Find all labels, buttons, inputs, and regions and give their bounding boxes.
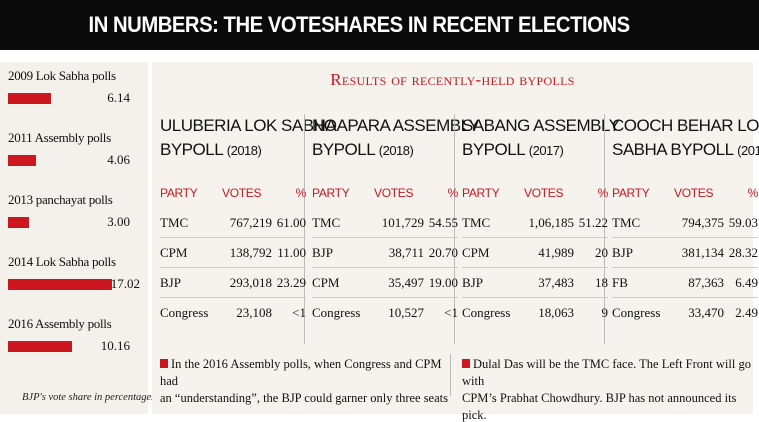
voteshare-bar <box>8 155 36 166</box>
column-divider <box>604 114 605 344</box>
voteshare-bar <box>8 93 51 104</box>
table-row: TMC 101,729 54.55 <box>312 208 458 238</box>
voteshare-bar <box>8 217 29 228</box>
footnote-left: In the 2016 Assembly polls, when Congres… <box>160 357 448 405</box>
voteshare-value: 6.14 <box>107 90 130 105</box>
table-row: Congress 18,063 9 <box>462 305 608 320</box>
table-row: BJP 37,483 18 <box>462 268 608 298</box>
table-row: TMC 1,06,185 51.22 <box>462 208 608 238</box>
voteshare-item: 2016 Assembly polls 10.16 <box>8 316 144 354</box>
table-row: Congress 10,527 <1 <box>312 305 458 320</box>
footnote-marker <box>160 359 168 368</box>
column-divider <box>304 114 305 344</box>
footnote-marker <box>462 359 470 368</box>
table-row: FB 87,363 6.49 <box>612 268 758 298</box>
voteshare-value: 3.00 <box>107 214 130 229</box>
voteshare-value: 4.06 <box>107 152 130 167</box>
voteshare-label: 2013 panchayat polls <box>8 192 113 207</box>
voteshare-value: 10.16 <box>100 338 130 353</box>
bypoll-title: SABANG ASSEMBLY BYPOLL (2017) <box>462 116 620 159</box>
bypoll-column-noapara: NOAPARA ASSEMBLY BYPOLL (2018) <box>312 114 480 166</box>
table-row: BJP 293,018 23.29 <box>160 268 306 298</box>
voteshare-value: 17.02 <box>110 276 140 291</box>
table-row: CPM 35,497 19.00 <box>312 268 458 298</box>
header-banner: IN NUMBERS: THE VOTESHARES IN RECENT ELE… <box>0 0 759 50</box>
voteshare-panel: 2009 Lok Sabha polls 6.14 2011 Assembly … <box>0 62 155 414</box>
table-row: Congress 23,108 <1 <box>160 305 306 320</box>
voteshare-label: 2014 Lok Sabha polls <box>8 254 116 269</box>
bypoll-title: ULUBERIA LOK SABHA BYPOLL (2018) <box>160 116 337 159</box>
table-header: PARTY VOTES % <box>462 186 608 200</box>
bypoll-column-sabang: SABANG ASSEMBLY BYPOLL (2017) <box>462 114 620 166</box>
bypoll-results-panel: Results of recently-held bypolls ULUBERI… <box>152 62 759 422</box>
table-row: CPM 41,989 20 <box>462 238 608 268</box>
table-row: CPM 138,792 11.00 <box>160 238 306 268</box>
voteshare-bar <box>8 341 72 352</box>
bypoll-title: NOAPARA ASSEMBLY BYPOLL (2018) <box>312 116 480 159</box>
footnote-right: Dulal Das will be the TMC face. The Left… <box>462 357 751 422</box>
table-row: Congress 33,470 2.49 <box>612 305 758 320</box>
voteshare-note: BJP's vote share in percentages <box>22 392 156 403</box>
voteshare-label: 2009 Lok Sabha polls <box>8 68 116 83</box>
column-divider <box>454 114 455 344</box>
voteshare-label: 2016 Assembly polls <box>8 316 112 331</box>
voteshare-item: 2013 panchayat polls 3.00 <box>8 192 144 230</box>
voteshare-label: 2011 Assembly polls <box>8 130 111 145</box>
bypoll-column-uluberia: ULUBERIA LOK SABHA BYPOLL (2018) <box>160 114 337 166</box>
table-header: PARTY VOTES % <box>160 186 306 200</box>
table-row: TMC 767,219 61.00 <box>160 208 306 238</box>
table-header: PARTY VOTES % <box>612 186 758 200</box>
bypoll-column-coochbehar: COOCH BEHAR LOK SABHA BYPOLL (2016) <box>612 114 759 166</box>
voteshare-item: 2014 Lok Sabha polls 17.02 <box>8 254 144 292</box>
voteshare-item: 2011 Assembly polls 4.06 <box>8 130 144 168</box>
bypoll-title: COOCH BEHAR LOK SABHA BYPOLL (2016) <box>612 116 759 159</box>
table-row: BJP 38,711 20.70 <box>312 238 458 268</box>
results-title: Results of recently-held bypolls <box>330 70 575 89</box>
voteshare-bar <box>8 279 112 290</box>
voteshare-item: 2009 Lok Sabha polls 6.14 <box>8 68 144 106</box>
footnote-divider <box>450 354 451 396</box>
table-header: PARTY VOTES % <box>312 186 458 200</box>
table-row: BJP 381,134 28.32 <box>612 238 758 268</box>
table-row: TMC 794,375 59.03 <box>612 208 758 238</box>
page-title: IN NUMBERS: THE VOTESHARES IN RECENT ELE… <box>88 12 631 37</box>
